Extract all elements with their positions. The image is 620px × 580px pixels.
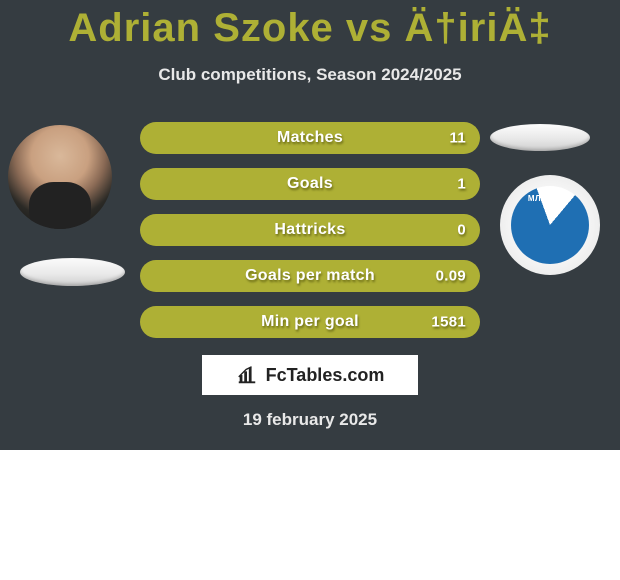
brand-text: FcTables.com	[266, 365, 385, 386]
stat-label: Matches	[277, 129, 343, 147]
page-subtitle: Club competitions, Season 2024/2025	[0, 65, 620, 85]
player-left-club-pill	[20, 258, 125, 286]
brand-link[interactable]: FcTables.com	[202, 355, 418, 395]
stat-value: 0	[457, 222, 466, 239]
footer-date: 19 february 2025	[0, 410, 620, 430]
stat-label: Goals	[287, 175, 333, 193]
stat-row-hattricks: Hattricks 0	[140, 214, 480, 246]
page-title: Adrian Szoke vs Ä†iriÄ‡	[0, 0, 620, 51]
stat-row-goals: Goals 1	[140, 168, 480, 200]
stat-row-goals-per-match: Goals per match 0.09	[140, 260, 480, 292]
stats-list: Matches 11 Goals 1 Hattricks 0 Goals per…	[140, 122, 480, 352]
club-badge-icon: МЛАДОСТ	[511, 186, 589, 264]
stat-value: 1	[457, 176, 466, 193]
player-left-avatar	[8, 125, 112, 229]
stat-row-min-per-goal: Min per goal 1581	[140, 306, 480, 338]
stat-label: Hattricks	[274, 221, 345, 239]
player-right-club-badge: МЛАДОСТ	[500, 175, 600, 275]
stat-value: 1581	[431, 314, 466, 331]
stat-label: Min per goal	[261, 313, 359, 331]
chart-bars-icon	[236, 364, 258, 386]
club-badge-text: МЛАДОСТ	[528, 194, 572, 203]
player-right-club-pill	[490, 124, 590, 151]
stat-value: 0.09	[436, 268, 466, 285]
stat-value: 11	[450, 130, 466, 147]
stat-label: Goals per match	[245, 267, 375, 285]
comparison-card: Adrian Szoke vs Ä†iriÄ‡ Club competition…	[0, 0, 620, 450]
stat-row-matches: Matches 11	[140, 122, 480, 154]
